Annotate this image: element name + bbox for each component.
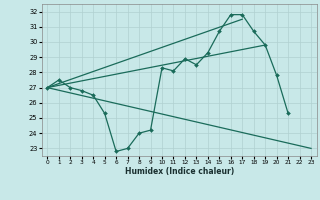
X-axis label: Humidex (Indice chaleur): Humidex (Indice chaleur) [124, 167, 234, 176]
